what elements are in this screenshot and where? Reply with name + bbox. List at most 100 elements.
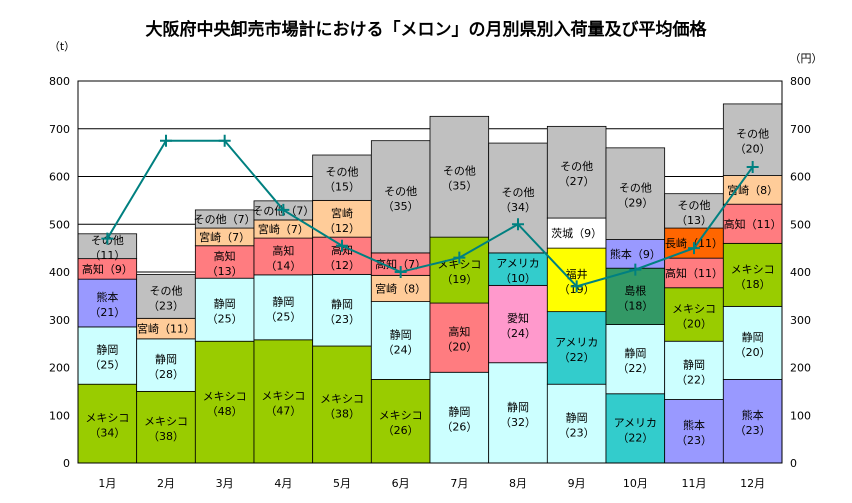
bar-segment [370,379,431,464]
bar-segment [605,324,666,395]
segment-label: その他 [619,182,652,195]
segment-share: （11） [89,249,125,262]
segment-label: 静岡 [683,357,705,371]
price-point [512,218,524,231]
segment-share: （14） [265,259,301,272]
y-left-tick-label: 0 [63,457,70,470]
segment-label: その他 [678,199,711,212]
segment-label: 静岡 [507,400,529,414]
price-point [394,266,407,278]
bar-segment [253,339,314,464]
segment-label: 高知 [272,243,294,257]
segment-label: 静岡 [448,405,470,419]
bar-segment [488,362,548,464]
segment-share: （26） [383,424,419,437]
bar-segment [429,302,490,373]
segment-label: 宮崎（7） [258,222,309,236]
bar-segment [312,154,372,201]
bar-segment [370,301,431,380]
bar-segment [664,287,724,342]
segment-share: （12） [324,259,360,272]
segment-label: その他 [326,166,359,179]
segment-share: （47） [265,404,301,417]
segment-label: 静岡 [272,294,294,308]
y-left-tick-label: 200 [49,362,70,375]
segment-share: （23） [735,424,771,437]
right-axis-unit: （円） [790,52,823,65]
price-point [218,134,231,147]
segment-label: 静岡 [214,297,236,311]
price-point [570,280,583,293]
segment-share: （15） [324,181,360,194]
x-tick-label: 1月 [98,477,116,490]
x-tick-label: 6月 [392,477,410,490]
segment-label: その他 [384,185,417,198]
segment-share: （26） [441,421,477,434]
segment-label: 茨城（9） [551,226,602,240]
segment-label: 宮崎（8） [375,281,426,295]
plot-border [77,80,783,464]
bar-segment [429,371,490,464]
bar-segment [546,125,607,219]
bar-segment [488,284,548,364]
stacked-bars: メキシコ （34） 静岡 （25） 熊本 （21） 高知（9） その他 （11） メキシコ （38）… [77,103,783,464]
segment-share: （28） [148,368,184,381]
segment-label: メキシコ [672,302,716,315]
segment-label: メキシコ [144,415,188,428]
segment-share: （48） [207,405,243,418]
segment-share: （29） [617,197,653,210]
x-tick-label: 10月 [623,477,648,490]
x-tick-label: 2月 [157,477,175,490]
segment-share: （35） [383,200,419,213]
y-left-tick-label: 100 [49,409,70,422]
segment-share: （12） [324,222,360,235]
segment-label: アメリカ [614,416,657,429]
segment-share: （21） [89,306,125,319]
bar-segment [664,399,724,464]
segment-label: 高知（11） [724,217,782,231]
price-point [688,242,700,255]
segment-share: （38） [148,430,184,443]
segment-label: メキシコ [379,409,423,422]
segment-label: 島根 [624,283,646,297]
x-tick-label: 11月 [682,477,707,490]
segment-share: （25） [89,359,125,372]
price-point [746,160,759,173]
y-right-tick-label: 600 [790,171,811,184]
bar-segment [77,326,138,385]
y-right-tick-label: 700 [790,123,811,136]
segment-label: アメリカ [496,257,539,270]
price-point [629,263,642,276]
segment-share: （13） [676,214,712,227]
price-point [336,239,348,252]
segment-label: アメリカ [555,336,598,349]
x-tick-label: 5月 [333,477,351,490]
bar-segment [136,273,196,319]
segment-label: 静岡 [155,352,177,366]
price-point [277,203,290,216]
segment-label: 静岡 [742,330,764,344]
segment-share: （38） [324,408,360,421]
segment-label: 宮崎 [331,206,353,220]
y-left-tick-label: 800 [49,75,70,88]
segment-label: 静岡 [566,411,588,425]
segment-label: 静岡 [331,297,353,311]
segment-share: （23） [559,427,595,440]
segment-label: 熊本 [742,408,764,422]
y-left-tick-label: 700 [49,123,70,136]
segment-label: メキシコ [320,393,364,406]
segment-share: （22） [617,362,653,375]
price-point [453,251,466,264]
segment-share: （22） [559,351,595,364]
segment-share: （23） [148,299,184,312]
bar-segment [194,277,255,342]
y-left-tick-label: 400 [49,266,70,279]
segment-share: （19） [441,273,477,286]
y-right-tick-label: 100 [790,409,811,422]
segment-share: （20） [735,143,771,156]
segment-label: 静岡 [390,328,412,342]
segment-share: （18） [735,278,771,291]
axes: 0 0 100 100 200 200 300 300 400 400 500 500 600 600 70… [49,75,811,490]
bar-segment [722,203,783,244]
x-tick-label: 9月 [568,477,586,490]
